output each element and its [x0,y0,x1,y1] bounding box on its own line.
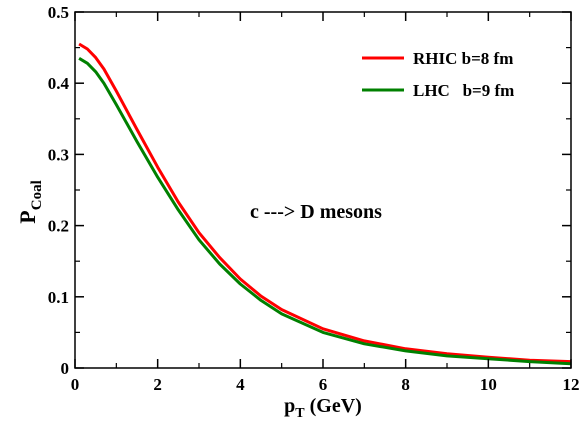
x-axis-label: pT (GeV) [284,395,362,421]
y-tick-label: 0.3 [48,145,69,164]
y-tick-label: 0.5 [48,3,69,22]
y-tick-label: 0.4 [48,74,70,93]
legend: RHIC b=8 fm LHC b=9 fm [362,49,514,100]
x-tick-label: 10 [480,375,497,394]
y-axis-label-main: P [15,210,40,223]
x-axis-label-subscript: T [295,406,305,421]
y-tick-label: 0 [61,359,70,378]
series-line-1 [78,57,572,366]
x-tick-label: 6 [319,375,328,394]
y-tick-label: 0.1 [48,288,69,307]
x-tick-label: 2 [153,375,162,394]
x-axis-label-unit: (GeV) [305,395,362,417]
legend-label-1: LHC b=9 fm [413,81,514,100]
x-tick-label: 0 [71,375,80,394]
x-tick-label: 12 [563,375,580,394]
x-tick-label: 4 [236,375,245,394]
x-axis-label-main: p [284,395,295,417]
annotation-text: c ---> D mesons [250,201,382,223]
x-tick-label: 8 [401,375,410,394]
series-line-0 [78,42,572,364]
y-tick-label: 0.2 [48,217,69,236]
y-axis-label-subscript: Coal [29,180,45,210]
y-axis-label: PCoal [15,180,45,223]
legend-label-0: RHIC b=8 fm [413,49,513,68]
axis-ticks: 0 2 4 6 8 10 12 0 0.1 0.2 0.3 0.4 0.5 [48,3,580,394]
plot-lines [78,42,572,366]
